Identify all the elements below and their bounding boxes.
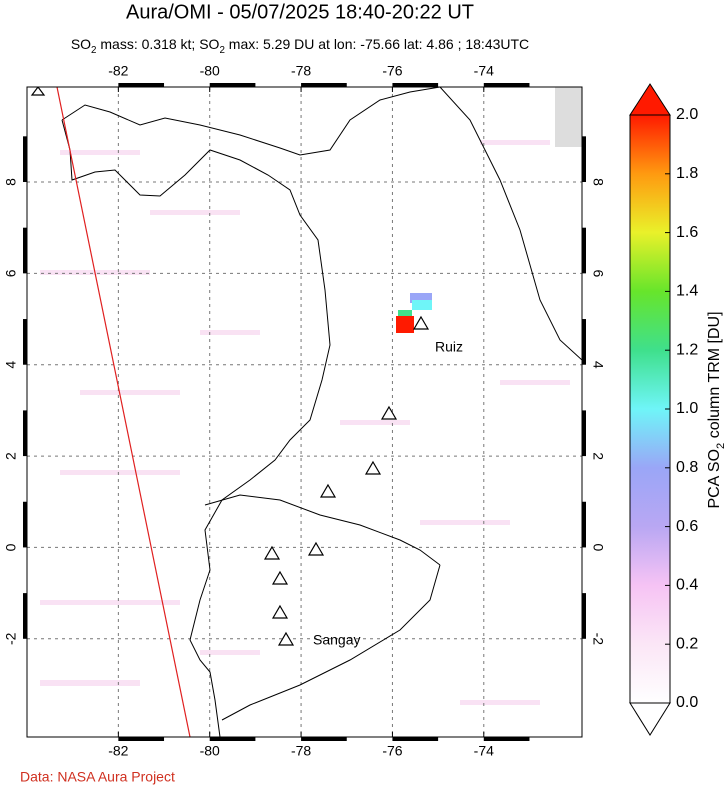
frame-segment <box>23 136 27 183</box>
colorbar-tick-label: 0.6 <box>676 518 698 535</box>
frame-segment <box>483 83 530 87</box>
frame-segment <box>392 83 439 87</box>
frame-segment <box>209 737 256 741</box>
x-tick-label: -74 <box>474 743 494 759</box>
frame-segment <box>582 501 586 548</box>
frame-segment <box>392 737 439 741</box>
frame-segment <box>582 136 586 183</box>
map-layer: Ruiz Sangay <box>27 87 582 737</box>
so2-background-pixels <box>40 140 570 705</box>
colorbar-label: PCA SO2 column TRM [DU] <box>706 311 727 508</box>
frame-segment <box>23 410 27 457</box>
colorbar-tick-label: 1.6 <box>676 224 698 241</box>
frame-segment <box>23 227 27 274</box>
colorbar-over <box>629 83 671 116</box>
x-tick-label: -78 <box>291 63 311 79</box>
y-tick-label: 8 <box>3 178 19 186</box>
frame-segment <box>582 410 586 457</box>
frame-segment <box>582 319 586 365</box>
colorbar-tick-label: 1.8 <box>676 165 698 182</box>
y-tick-label: 2 <box>590 452 606 460</box>
subtitle-part: max: 5.29 DU at lon: -75.66 lat: 4.86 ; … <box>225 36 529 52</box>
frame-segment <box>23 501 27 548</box>
colorbar <box>629 83 671 736</box>
coastlines <box>61 87 582 737</box>
colorbar-label-part: PCA SO <box>706 449 723 509</box>
colorbar-under <box>629 702 671 736</box>
colorbar-tick-label: 0.2 <box>676 635 698 652</box>
frame-segment <box>23 593 27 639</box>
x-tick-label: -82 <box>108 743 128 759</box>
volcano-label: Ruiz <box>435 339 463 355</box>
subtitle-part: SO <box>71 36 91 52</box>
y-tick-label: 2 <box>3 452 19 460</box>
frame-segment <box>209 83 256 87</box>
frame-segment <box>301 737 347 741</box>
frame-segment <box>582 593 586 639</box>
subtitle-part: 2 <box>91 45 96 56</box>
x-tick-label: -80 <box>200 743 220 759</box>
volcanoes <box>30 87 430 646</box>
map-frame <box>23 83 586 741</box>
frame-segment <box>23 319 27 365</box>
frame-segment <box>301 83 347 87</box>
x-tick-label: -82 <box>108 63 128 79</box>
volcano <box>412 315 430 330</box>
frame-segment <box>118 83 165 87</box>
colorbar-tick-label: 0.4 <box>676 577 698 594</box>
so2-plume <box>396 293 432 333</box>
subtitle-part: 2 <box>219 45 224 56</box>
map-background <box>27 87 582 737</box>
colorbar-tick-label: 0.0 <box>676 694 698 711</box>
x-tick-label: -76 <box>382 63 402 79</box>
colorbar-tick-label: 1.0 <box>676 400 698 417</box>
footer: Data: NASA Aura Project <box>20 769 175 785</box>
orbit-edge <box>56 87 191 737</box>
x-tick-label: -74 <box>474 63 494 79</box>
colorbar-tick-label: 1.2 <box>676 341 698 358</box>
no-data-area <box>555 87 582 147</box>
y-tick-label: 6 <box>3 269 19 277</box>
y-tick-label: 6 <box>590 269 606 277</box>
y-tick-label: 0 <box>590 544 606 552</box>
colorbar-label-part: 2 <box>715 443 727 449</box>
frame-segment <box>118 737 165 741</box>
x-tick-label: -78 <box>291 743 311 759</box>
subtitle: SO2 mass: 0.318 kt; SO2 max: 5.29 DU at … <box>71 36 529 56</box>
y-tick-label: -2 <box>3 632 19 645</box>
title: Aura/OMI - 05/07/2025 18:40-20:22 UT <box>126 1 474 23</box>
y-tick-label: 4 <box>590 361 606 369</box>
x-tick-label: -80 <box>200 63 220 79</box>
x-tick-label: -76 <box>382 743 402 759</box>
y-tick-label: 0 <box>3 543 19 551</box>
volcano-label: Sangay <box>313 632 360 648</box>
volcano <box>277 631 295 646</box>
colorbar-tick-label: 1.4 <box>676 283 698 300</box>
colorbar-tick-label: 2.0 <box>676 106 698 123</box>
y-tick-label: 4 <box>3 361 19 369</box>
frame-segment <box>582 227 586 274</box>
y-tick-label: -2 <box>590 633 606 646</box>
y-tick-label: 8 <box>590 178 606 186</box>
subtitle-part: mass: 0.318 kt; SO <box>97 36 220 52</box>
colorbar-tick-label: 0.8 <box>676 459 698 476</box>
map-border <box>26 86 583 738</box>
colorbar-label-part: column TRM [DU] <box>706 311 723 442</box>
frame-segment <box>483 737 530 741</box>
colorbar-bar <box>629 114 671 704</box>
